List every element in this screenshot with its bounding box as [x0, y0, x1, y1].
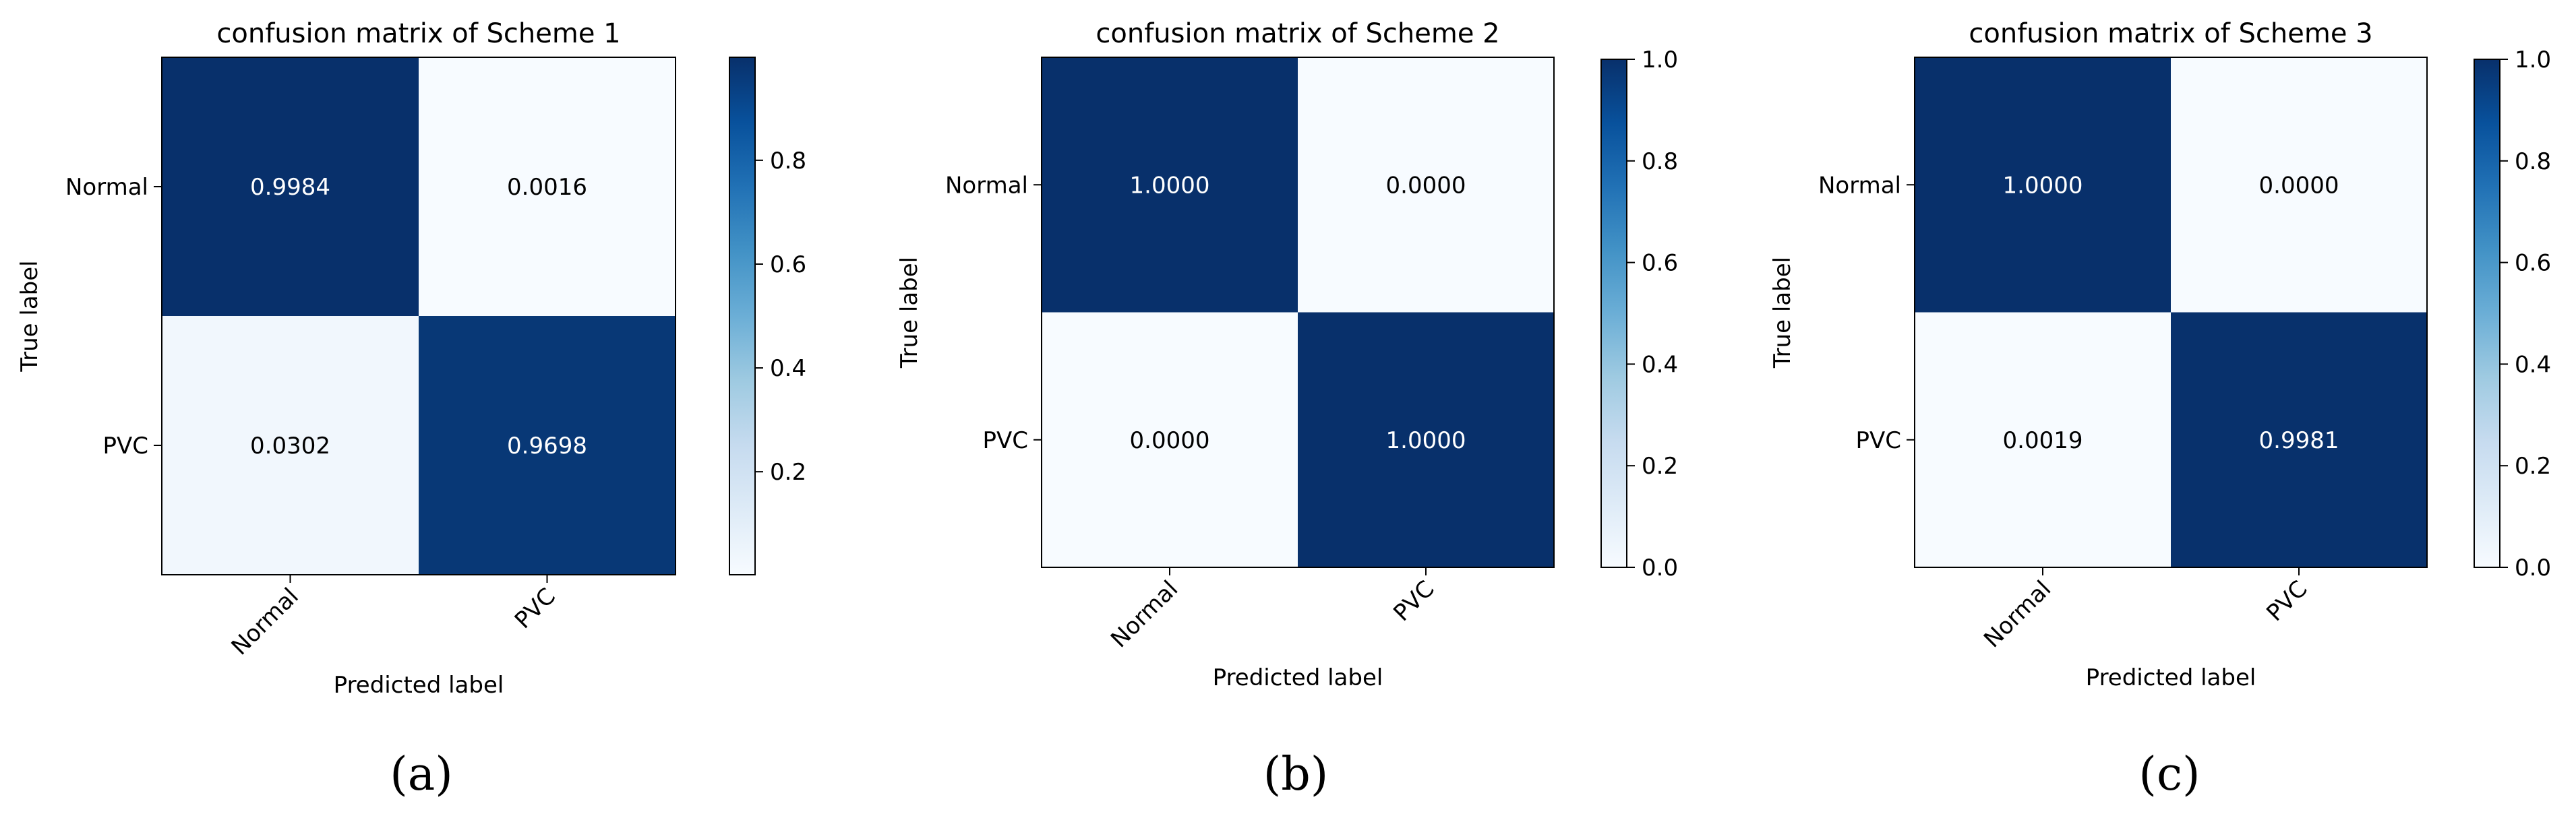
panel-label: (b): [1263, 748, 1329, 801]
colorbar-tick-label: 0.4: [2515, 351, 2551, 378]
heatmap-cell: [2171, 312, 2427, 567]
cell-value-label: 1.0000: [1130, 172, 1210, 199]
matrix-frame: [1041, 57, 1555, 568]
colorbar-tick-label: 0.4: [1642, 351, 1678, 378]
y-tick-label: Normal: [1818, 172, 1901, 199]
colorbar-tick-label: 0.6: [1642, 250, 1678, 277]
colorbar-tick-label: 0.4: [770, 355, 806, 382]
cell-value-label: 1.0000: [2003, 172, 2083, 199]
x-axis-label: Predicted label: [1213, 664, 1383, 691]
panel-label: (a): [390, 748, 453, 801]
chart-title: confusion matrix of Scheme 1: [216, 18, 620, 49]
confusion-matrix-panel-1: 0.9984 0.0016 0.0302 0.9698 confusion matrix…: [16, 18, 806, 801]
y-tick-label: Normal: [945, 172, 1028, 199]
cell-value-label: 0.0000: [2259, 172, 2339, 199]
colorbar-tick-label: 0.2: [2515, 453, 2551, 480]
heatmap-cell: [1915, 57, 2171, 313]
x-tick-label: PVC: [510, 583, 561, 634]
colorbar-tick-label: 0.2: [770, 459, 806, 486]
colorbar-tick-label: 0.0: [1642, 555, 1678, 581]
heatmap-cell: [1042, 57, 1298, 313]
colorbar-tick-label: 0.2: [1642, 453, 1678, 480]
cell-value-label: 1.0000: [1386, 427, 1466, 454]
x-tick-label: Normal: [1106, 575, 1183, 653]
cell-value-label: 0.9981: [2259, 427, 2339, 454]
panel-label: (c): [2138, 748, 2200, 801]
cell-value-label: 0.0016: [507, 174, 587, 201]
heatmap-cell: [162, 316, 419, 575]
x-axis-label: Predicted label: [334, 672, 504, 699]
colorbar: [1600, 59, 1627, 568]
x-tick-label: PVC: [1388, 575, 1439, 627]
heatmap-cell: [162, 57, 419, 316]
cell-value-label: 0.0000: [1130, 427, 1210, 454]
y-tick-label: PVC: [1855, 427, 1901, 454]
colorbar-tick-label: 0.6: [770, 251, 806, 278]
y-axis-label: True label: [1769, 257, 1796, 369]
heatmap-cell: [419, 316, 676, 575]
colorbar: [729, 57, 756, 575]
y-tick-label: Normal: [65, 174, 148, 201]
cell-value-label: 0.0302: [250, 433, 330, 460]
y-axis-label: True label: [16, 260, 43, 372]
y-axis-label: True label: [896, 257, 923, 369]
y-tick-label: PVC: [982, 427, 1028, 454]
x-tick-label: Normal: [1979, 575, 2056, 653]
matrix-frame: [1914, 57, 2428, 568]
colorbar-tick-label: 0.8: [770, 148, 806, 175]
colorbar-tick-label: 0.6: [2515, 250, 2551, 277]
cell-value-label: 0.0019: [2003, 427, 2083, 454]
heatmap-cell: [1298, 57, 1554, 313]
cell-value-label: 0.9698: [507, 433, 587, 460]
colorbar-tick-label: 0.8: [1642, 148, 1678, 175]
heatmap-cell: [2171, 57, 2427, 313]
matrix-frame: [161, 57, 676, 575]
colorbar: [2474, 59, 2500, 568]
heatmap-cell: [1915, 312, 2171, 567]
chart-title: confusion matrix of Scheme 2: [1096, 18, 1499, 49]
y-tick-label: PVC: [102, 433, 148, 460]
x-tick-label: PVC: [2261, 575, 2312, 627]
confusion-matrix-panel-3: 1.0000 0.0000 0.0019 0.9981 confusion matrix…: [1769, 18, 2551, 801]
colorbar-tick-label: 0.8: [2515, 148, 2551, 175]
x-tick-label: Normal: [227, 583, 304, 660]
heatmap-cell: [1298, 312, 1554, 567]
colorbar-tick-label: 1.0: [2515, 46, 2551, 73]
heatmap-cell: [1042, 312, 1298, 567]
colorbar-tick-label: 1.0: [1642, 46, 1678, 73]
confusion-matrix-panel-2: 1.0000 0.0000 0.0000 1.0000 confusion matrix…: [896, 18, 1678, 801]
cell-value-label: 0.9984: [250, 174, 330, 201]
colorbar-tick-label: 0.0: [2515, 555, 2551, 581]
x-axis-label: Predicted label: [2086, 664, 2256, 691]
heatmap-cell: [419, 57, 676, 316]
chart-title: confusion matrix of Scheme 3: [1969, 18, 2372, 49]
cell-value-label: 0.0000: [1386, 172, 1466, 199]
